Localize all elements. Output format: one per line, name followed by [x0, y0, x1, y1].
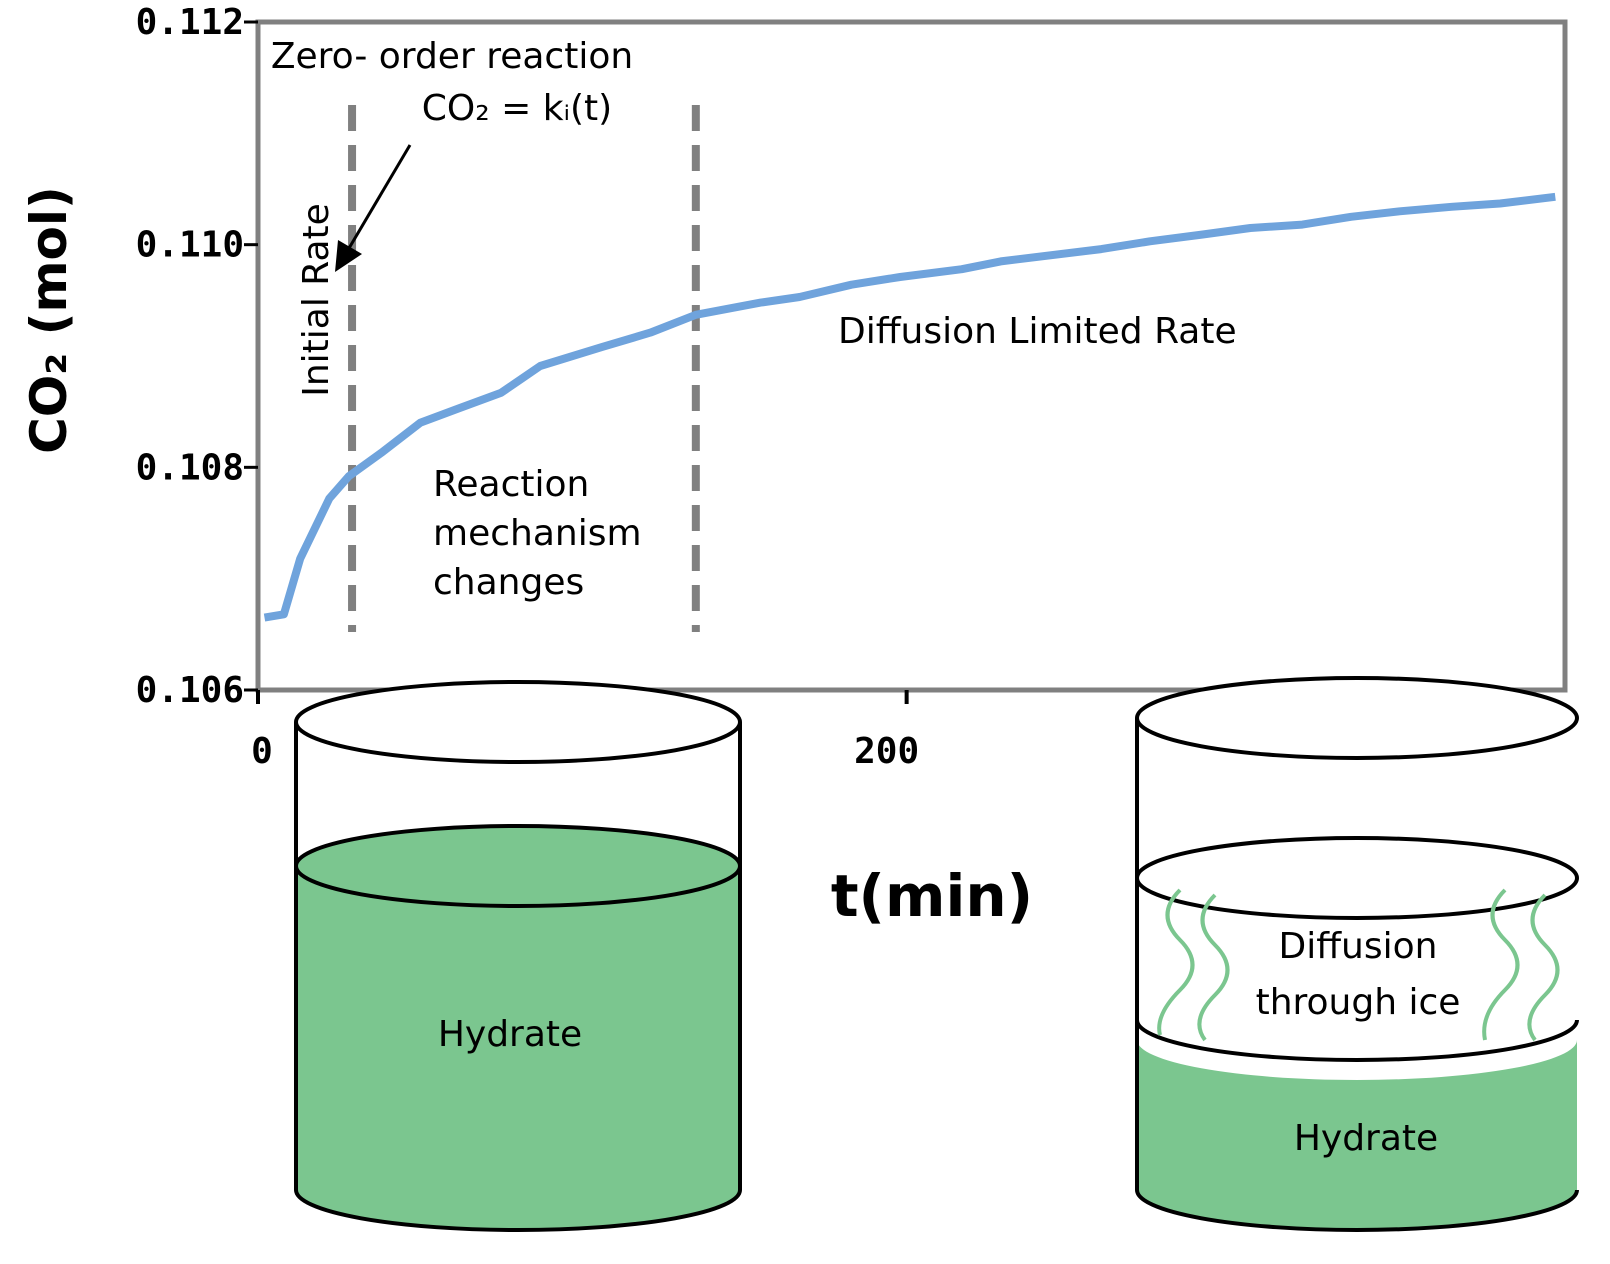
- plot-layer: 0.106 0.108 0.110 0.112 0 200: [136, 2, 1556, 772]
- page: 0.106 0.108 0.110 0.112 0 200 Zero- order rea…: [0, 0, 1610, 1264]
- y-tick-label: 0.108: [136, 447, 244, 488]
- annotation: changes: [433, 562, 584, 603]
- diagram-label: through ice: [1256, 982, 1461, 1023]
- annotation: Reaction: [433, 464, 589, 505]
- right-cylinder: Diffusion through ice Hydrate: [1137, 678, 1577, 1230]
- annotation: Initial Rate: [296, 203, 337, 397]
- data-line: [265, 197, 1556, 618]
- diagram-label: Hydrate: [1294, 1118, 1438, 1159]
- y-tick-label: 0.110: [136, 225, 244, 266]
- diagram-label: Diffusion: [1279, 926, 1438, 967]
- x-tick-label: 0: [251, 731, 273, 772]
- annotation: mechanism: [433, 513, 642, 554]
- annotation: Diffusion Limited Rate: [838, 311, 1237, 352]
- y-axis-label: CO₂ (mol): [20, 186, 78, 454]
- y-tick-label: 0.112: [136, 2, 244, 43]
- left-cylinder: Hydrate: [296, 682, 740, 1230]
- x-tick-label: 200: [854, 731, 919, 772]
- annotation: CO₂ = kᵢ(t): [422, 88, 612, 129]
- x-axis-label: t(min): [831, 862, 1033, 930]
- y-tick-label: 0.106: [136, 670, 244, 711]
- diagram-label: Hydrate: [438, 1014, 582, 1055]
- chart: 0.106 0.108 0.110 0.112 0 200 Zero- order rea…: [0, 0, 1610, 1264]
- annotation: Zero- order reaction: [271, 36, 633, 77]
